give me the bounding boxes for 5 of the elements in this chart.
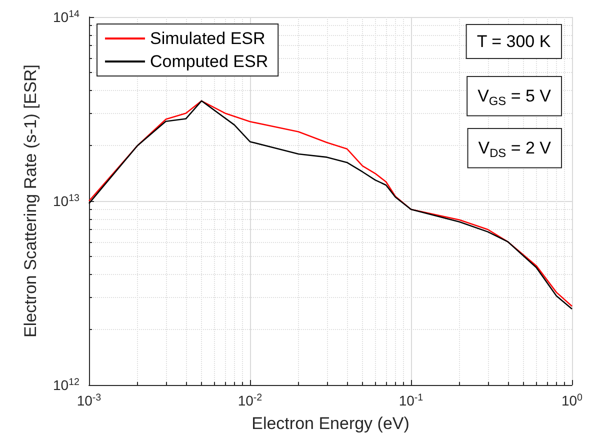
y-axis-title: Electron Scattering Rate (s-1) [ESR]: [21, 64, 40, 338]
legend-label: Computed ESR: [150, 52, 268, 71]
x-axis-title: Electron Energy (eV): [252, 414, 410, 433]
annotation: T = 300 K: [476, 32, 552, 51]
legend-label: Simulated ESR: [150, 29, 266, 48]
